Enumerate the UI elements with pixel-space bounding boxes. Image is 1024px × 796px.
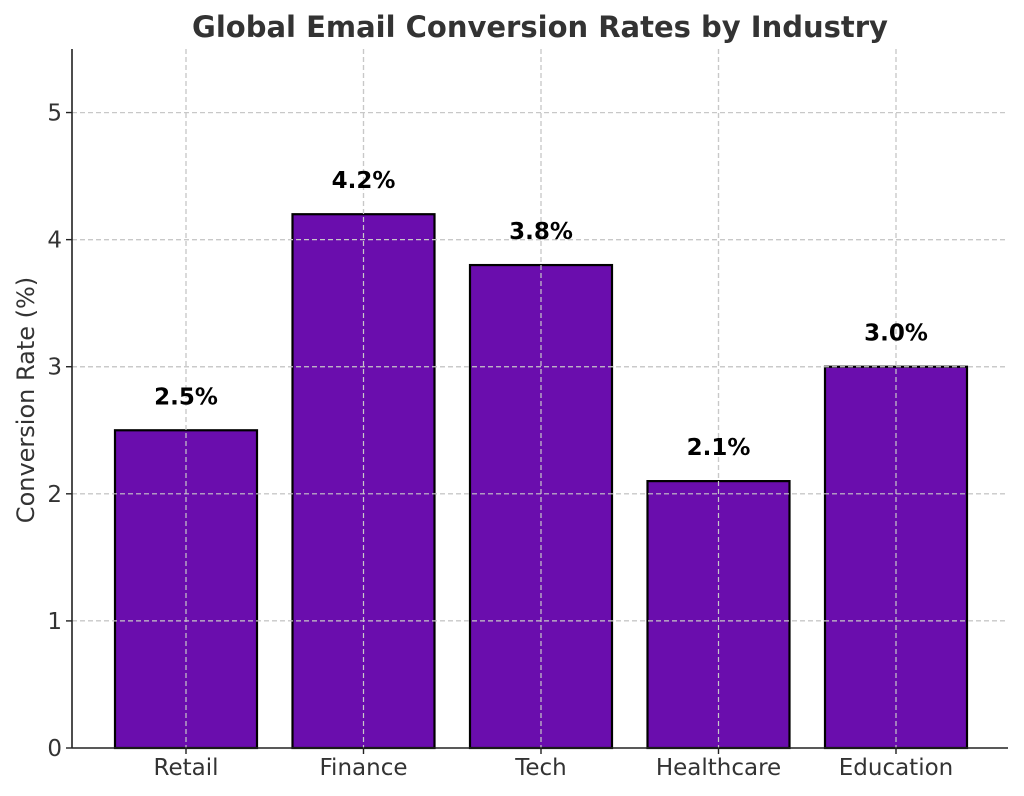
data-label: 4.2% <box>332 168 396 194</box>
data-label: 3.8% <box>509 219 573 245</box>
chart-title: Global Email Conversion Rates by Industr… <box>192 10 888 44</box>
data-label: 2.5% <box>154 384 218 410</box>
x-tick-label: Tech <box>514 755 567 781</box>
y-axis-label: Conversion Rate (%) <box>12 277 40 523</box>
x-tick-label: Education <box>839 755 954 781</box>
x-tick-label: Finance <box>320 755 408 781</box>
y-tick-label: 1 <box>47 609 62 635</box>
y-tick-label: 5 <box>47 101 62 127</box>
y-tick-label: 4 <box>47 228 62 254</box>
axes <box>71 49 1008 749</box>
y-tick-label: 0 <box>47 736 62 762</box>
x-tick-label: Healthcare <box>656 755 781 781</box>
data-label: 2.1% <box>687 435 751 461</box>
bars <box>72 49 1008 750</box>
data-label: 3.0% <box>864 321 928 347</box>
y-tick-label: 2 <box>47 482 62 508</box>
data-labels: 2.5% 4.2% 3.8% 2.1% 3.0% <box>154 168 928 461</box>
y-tick-label: 3 <box>47 355 62 381</box>
ticks: 0 1 2 3 4 5 Retail Finance Tech Healthcare Educati… <box>47 101 953 781</box>
x-tick-label: Retail <box>154 755 219 781</box>
